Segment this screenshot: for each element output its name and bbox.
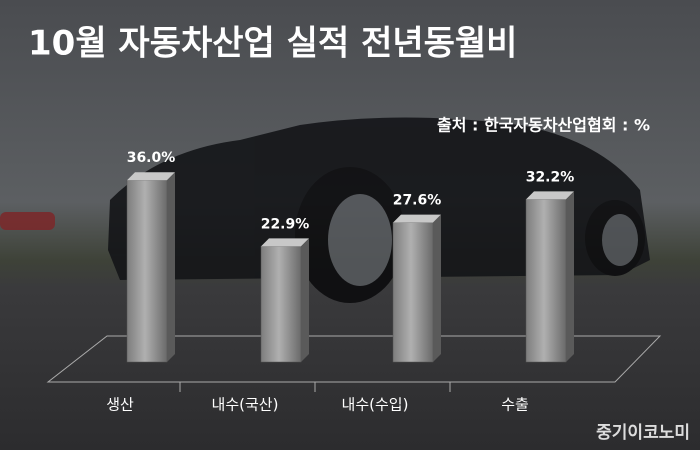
bar-top (526, 191, 574, 200)
dividers (179, 382, 451, 392)
credit: 중기이코노미 (596, 423, 690, 443)
bar-top (393, 214, 441, 223)
chart-title: 10월 자동차산업 실적 전년동월비 (28, 24, 517, 64)
source: 출처 : 한국자동차산업협회 : % (437, 116, 650, 135)
bar (126, 179, 168, 363)
value-label: 32.2% (526, 169, 575, 185)
value-label: 27.6% (393, 193, 442, 209)
value-label: 22.9% (261, 216, 310, 232)
bar (392, 222, 434, 363)
floor (46, 335, 662, 383)
value-label: 36.0% (127, 150, 176, 166)
x-tick-label: 내수(국산) (212, 396, 279, 414)
bar-side (301, 238, 309, 362)
x-tick-label: 생산 (106, 396, 134, 414)
bar-side (566, 191, 574, 362)
bar-top (261, 238, 309, 247)
bar (525, 199, 567, 363)
x-tick-label: 내수(수입) (342, 396, 409, 414)
bar (260, 246, 302, 363)
bar-top (127, 172, 175, 181)
bar-side (167, 172, 175, 362)
x-tick-label: 수출 (501, 396, 529, 414)
car-silhouette (0, 117, 650, 303)
bar-side (433, 214, 441, 362)
